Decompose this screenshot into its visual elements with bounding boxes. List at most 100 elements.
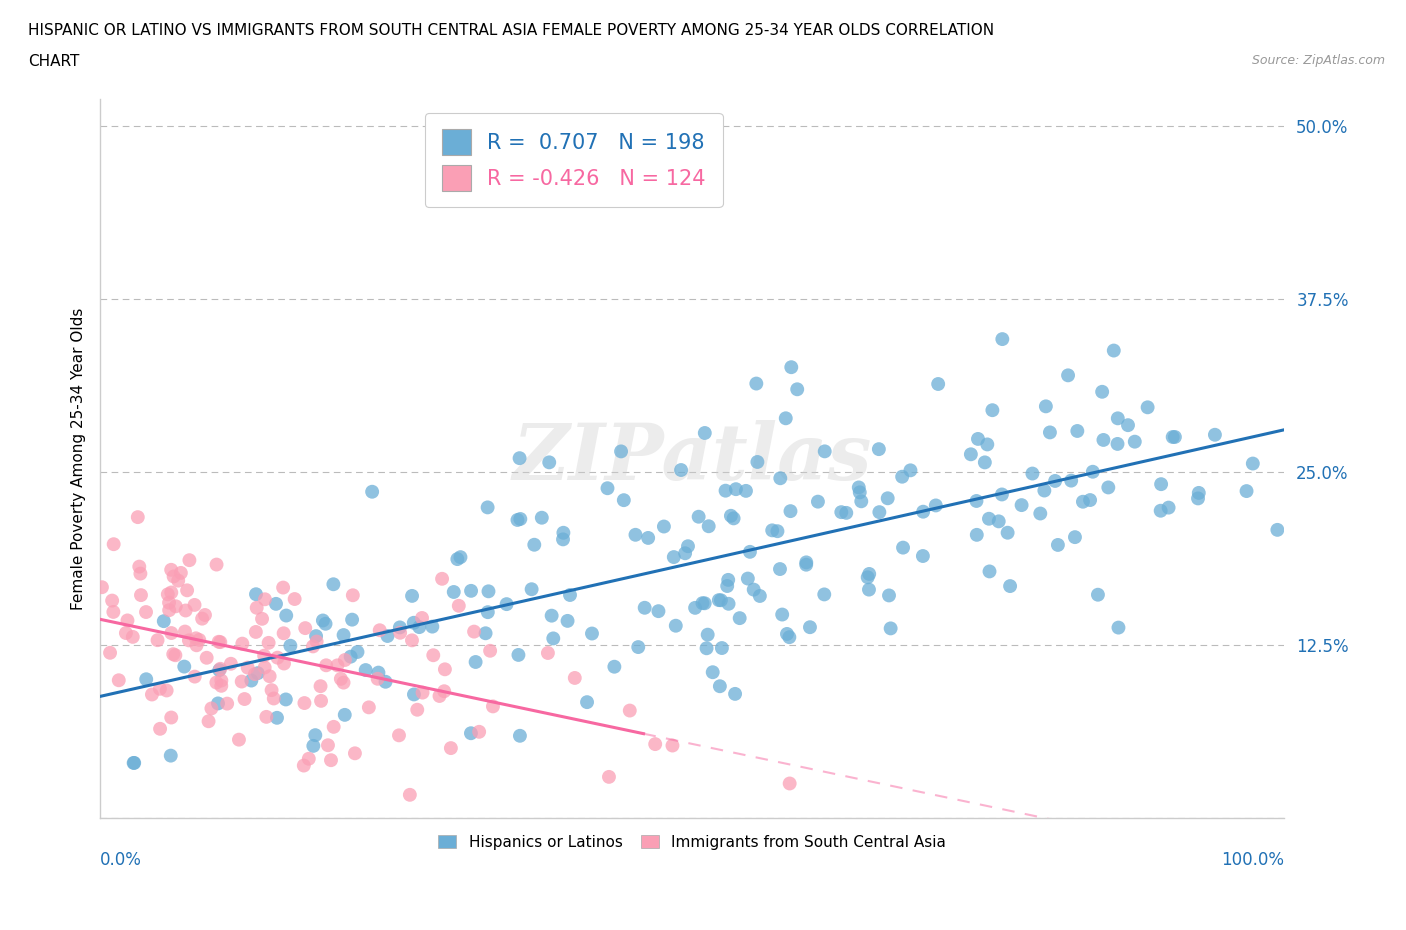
Point xyxy=(121,630,143,644)
Point xyxy=(482,699,505,714)
Point xyxy=(776,627,799,642)
Point xyxy=(367,671,389,686)
Point xyxy=(98,645,121,660)
Point xyxy=(1107,620,1129,635)
Point xyxy=(340,612,363,627)
Point xyxy=(1236,484,1258,498)
Point xyxy=(1161,430,1184,445)
Point xyxy=(159,749,181,764)
Point xyxy=(1087,587,1109,602)
Point xyxy=(742,582,765,597)
Point xyxy=(260,683,283,698)
Point xyxy=(357,700,380,715)
Point xyxy=(1064,530,1087,545)
Point xyxy=(1107,436,1129,451)
Point xyxy=(769,562,792,577)
Point xyxy=(103,537,125,551)
Point xyxy=(966,527,988,542)
Point xyxy=(581,626,603,641)
Point xyxy=(228,732,250,747)
Point xyxy=(183,597,205,612)
Point xyxy=(543,631,565,645)
Point xyxy=(717,573,740,588)
Point xyxy=(537,645,560,660)
Point xyxy=(717,596,740,611)
Point xyxy=(1011,498,1033,512)
Point xyxy=(343,746,366,761)
Point xyxy=(540,608,562,623)
Point xyxy=(530,511,553,525)
Point xyxy=(520,582,543,597)
Point xyxy=(333,708,356,723)
Point xyxy=(683,601,706,616)
Point xyxy=(284,591,307,606)
Point xyxy=(162,646,184,661)
Point xyxy=(217,697,239,711)
Point xyxy=(647,604,669,618)
Point xyxy=(1081,464,1104,479)
Point xyxy=(877,588,900,603)
Point xyxy=(912,504,935,519)
Point xyxy=(200,701,222,716)
Point xyxy=(302,639,325,654)
Point xyxy=(205,557,228,572)
Point xyxy=(165,648,187,663)
Point xyxy=(346,644,368,659)
Point xyxy=(714,484,737,498)
Point xyxy=(576,695,599,710)
Point xyxy=(219,657,242,671)
Point xyxy=(779,776,801,790)
Point xyxy=(129,588,152,603)
Point xyxy=(468,724,491,739)
Point xyxy=(257,635,280,650)
Point xyxy=(174,603,197,618)
Point xyxy=(634,601,657,616)
Point xyxy=(433,662,456,677)
Point xyxy=(665,618,688,633)
Point xyxy=(280,638,302,653)
Point xyxy=(858,566,880,581)
Point xyxy=(509,451,531,466)
Point xyxy=(264,596,287,611)
Point xyxy=(891,470,914,485)
Point xyxy=(876,491,898,506)
Point xyxy=(174,624,197,639)
Point xyxy=(766,524,789,538)
Point xyxy=(523,538,546,552)
Point xyxy=(911,549,934,564)
Point xyxy=(707,592,730,607)
Point xyxy=(162,569,184,584)
Point xyxy=(925,498,948,512)
Point xyxy=(266,711,288,725)
Point xyxy=(209,673,232,688)
Point xyxy=(194,607,217,622)
Point xyxy=(208,663,231,678)
Point xyxy=(160,711,183,725)
Point xyxy=(294,696,316,711)
Point xyxy=(115,626,138,641)
Point xyxy=(332,675,354,690)
Point xyxy=(135,604,157,619)
Point xyxy=(848,480,870,495)
Point xyxy=(1039,425,1062,440)
Point xyxy=(991,487,1014,502)
Point xyxy=(1116,418,1139,432)
Point xyxy=(333,653,356,668)
Point xyxy=(443,585,465,600)
Text: ZIPatlas: ZIPatlas xyxy=(513,420,872,497)
Point xyxy=(460,725,482,740)
Point xyxy=(891,540,914,555)
Text: 0.0%: 0.0% xyxy=(100,851,142,869)
Point xyxy=(122,755,145,770)
Point xyxy=(294,620,316,635)
Point xyxy=(981,403,1004,418)
Point xyxy=(868,442,890,457)
Point xyxy=(1204,427,1226,442)
Point xyxy=(209,634,232,649)
Point xyxy=(433,684,456,698)
Point xyxy=(342,588,364,603)
Point xyxy=(231,674,253,689)
Point xyxy=(245,587,267,602)
Point xyxy=(243,667,266,682)
Point xyxy=(309,679,332,694)
